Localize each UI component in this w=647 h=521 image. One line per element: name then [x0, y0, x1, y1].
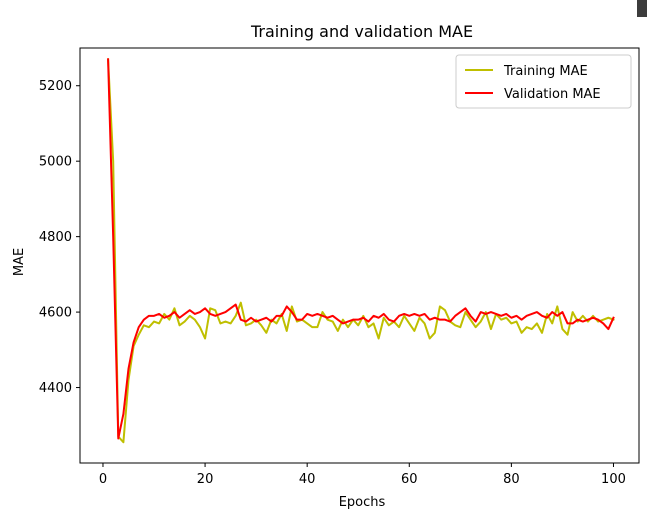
legend-box [455, 54, 632, 109]
window-corner-block [637, 0, 647, 17]
y-tick-label: 4800 [39, 230, 72, 245]
x-tick-label: 100 [601, 472, 626, 487]
plot-frame [79, 47, 640, 464]
x-tick-label: 20 [197, 472, 214, 487]
y-axis-ticks: 4400 4600 4800 5000 5200 [39, 79, 80, 396]
x-tick-label: 0 [99, 472, 107, 487]
plot-area [79, 47, 640, 464]
x-tick-label: 60 [401, 472, 418, 487]
legend: Training MAE Validation MAE [455, 54, 632, 109]
chart-title: Training and validation MAE [250, 22, 473, 41]
x-axis-label: Epochs [339, 495, 386, 510]
y-axis-label: MAE [12, 248, 27, 276]
legend-label-training-mae: Training MAE [503, 64, 588, 79]
x-axis-ticks: 0 20 40 60 80 100 [99, 463, 626, 487]
x-tick-label: 40 [299, 472, 316, 487]
x-tick-label: 80 [503, 472, 520, 487]
series-line-validation-mae [107, 58, 615, 440]
legend-label-validation-mae: Validation MAE [504, 87, 601, 102]
y-tick-label: 5200 [39, 79, 72, 94]
y-tick-label: 4600 [39, 306, 72, 321]
series-line-training-mae [107, 58, 615, 444]
y-tick-label: 5000 [39, 155, 72, 170]
y-tick-label: 4400 [39, 381, 72, 396]
